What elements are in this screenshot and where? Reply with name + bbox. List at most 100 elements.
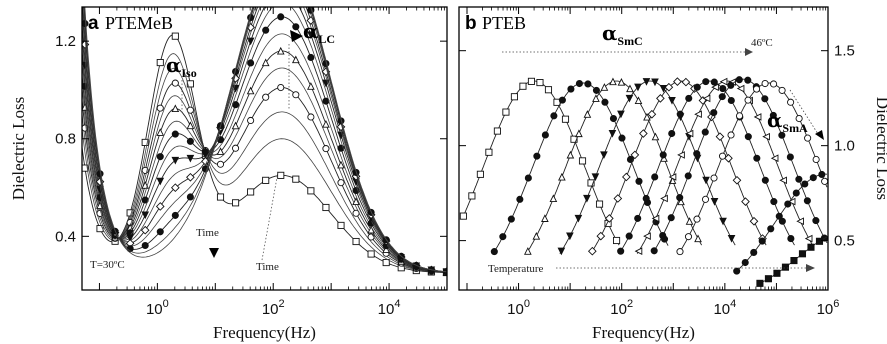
series-8-marker-7 <box>701 128 709 136</box>
series-3-marker-11 <box>609 77 617 86</box>
series-4-marker-15 <box>292 91 300 99</box>
series-1-marker-9 <box>527 77 536 85</box>
series-11-marker-7 <box>807 243 815 251</box>
y-axis-title: Dielectric Loss <box>9 97 28 200</box>
series-9-marker-15 <box>795 114 803 123</box>
series-3-marker-21 <box>694 234 702 243</box>
series-8-marker-16 <box>307 53 315 62</box>
series-6-marker-2 <box>625 232 633 240</box>
series-9-marker-18 <box>821 177 828 185</box>
series-8-marker-18 <box>795 175 803 183</box>
series-8-marker-3 <box>667 214 675 222</box>
series-8-marker-15 <box>769 111 777 119</box>
series-3-marker-13 <box>626 84 634 93</box>
series-1-marker-19 <box>352 237 360 246</box>
series-4-marker-13 <box>262 93 270 101</box>
series-9 <box>82 7 447 273</box>
series-1-marker-3 <box>476 170 484 178</box>
series-8-marker-9 <box>718 93 726 101</box>
series-5-marker-11 <box>673 77 682 86</box>
series-2-marker-14 <box>601 98 609 106</box>
series-6-marker-19 <box>770 198 778 206</box>
series-1-marker-17 <box>322 203 330 212</box>
temperature-label: T=30ºC <box>90 259 125 271</box>
series-4-marker-20 <box>367 233 375 241</box>
series-9 <box>676 79 828 256</box>
series-7-marker-17 <box>770 154 779 163</box>
series-7-marker-6 <box>677 151 685 159</box>
series-10 <box>82 7 447 276</box>
series-6-marker-11 <box>702 78 710 86</box>
series-3-marker-1 <box>524 247 532 255</box>
series-8-marker-12 <box>744 76 752 84</box>
series-3-marker-10 <box>600 83 609 91</box>
series-2-marker-9 <box>558 96 566 104</box>
series-6-marker-17 <box>322 119 330 128</box>
y-tick-label-3: 1.5 <box>834 43 855 60</box>
time-arrow-1 <box>209 248 219 258</box>
series-11-marker-8 <box>815 237 824 245</box>
series-7 <box>634 77 813 256</box>
series-6-marker-11 <box>231 121 240 130</box>
series-8-marker-20 <box>812 217 820 225</box>
series-10-marker-9 <box>201 151 210 160</box>
series-10-marker-8 <box>186 154 195 163</box>
series-10-marker-7 <box>171 156 180 165</box>
panel-b: 100 102 104 106 0.5 1.0 1.5 Frequency(Hz) Dielec… <box>458 6 887 342</box>
series-7-marker-21 <box>804 234 813 243</box>
series-10-marker-5 <box>141 211 150 220</box>
x-tick-label-3: 104 <box>713 298 736 318</box>
series-7-marker-19 <box>787 197 796 206</box>
series-6-marker-9 <box>685 94 693 102</box>
series-6-marker-10 <box>216 147 225 155</box>
series-2-marker-13 <box>592 86 600 94</box>
series-14-marker-6 <box>156 228 164 236</box>
series-9-line <box>82 7 447 273</box>
series-9-marker-13 <box>778 86 786 94</box>
x-axis-title: Frequency(Hz) <box>213 323 316 342</box>
series-10-marker-7 <box>784 200 792 208</box>
series-8-marker-10 <box>727 81 735 89</box>
series-4-line <box>559 80 736 254</box>
series-8-marker-1 <box>650 247 658 255</box>
x-tick-label-3: 104 <box>378 298 401 318</box>
series-4-marker-11 <box>232 144 240 152</box>
series-8-marker-15 <box>292 23 300 31</box>
series-1-marker-2 <box>468 192 476 200</box>
series-4-marker-3 <box>574 214 583 223</box>
series-1-marker-1 <box>82 164 89 172</box>
alpha-iso-label: αIso <box>166 53 197 80</box>
series-6-marker-12 <box>246 86 255 95</box>
series-5-marker-5 <box>622 172 631 182</box>
series-7-marker-16 <box>762 132 770 141</box>
y-tick-label-1: 0.5 <box>834 233 855 250</box>
series-6-marker-13 <box>261 58 270 67</box>
series-4-marker-6 <box>156 104 164 112</box>
series-2-marker-10 <box>567 85 575 93</box>
series-8-marker-4 <box>676 194 684 202</box>
series-1-marker-14 <box>277 171 285 179</box>
series-4-marker-10 <box>634 83 642 92</box>
sma-guide <box>789 89 819 135</box>
series-8 <box>650 76 828 255</box>
series-4-marker-1 <box>557 247 566 256</box>
series-1-marker-7 <box>171 32 179 40</box>
series-12-marker-6 <box>155 202 165 211</box>
series-2-marker-6 <box>533 152 541 160</box>
series-4-marker-19 <box>710 198 719 206</box>
series-2 <box>82 53 447 273</box>
series-6-marker-3 <box>634 214 642 222</box>
series-1-marker-15 <box>292 175 300 183</box>
series-10-marker-2 <box>741 258 749 267</box>
series-7-marker-8 <box>694 110 702 119</box>
series-2-marker-2 <box>499 233 507 241</box>
series-4-marker-14 <box>668 96 676 105</box>
series-3-marker-9 <box>592 94 600 102</box>
series-6-marker-7 <box>171 104 180 113</box>
y-tick-label-3: 1.2 <box>55 33 76 50</box>
series-6-marker-18 <box>761 176 769 184</box>
alpha-sma-label: αSmA <box>767 108 808 135</box>
series-12-marker-5 <box>140 225 150 235</box>
series-6-marker-20 <box>778 217 786 225</box>
series-2-marker-15 <box>609 114 618 123</box>
